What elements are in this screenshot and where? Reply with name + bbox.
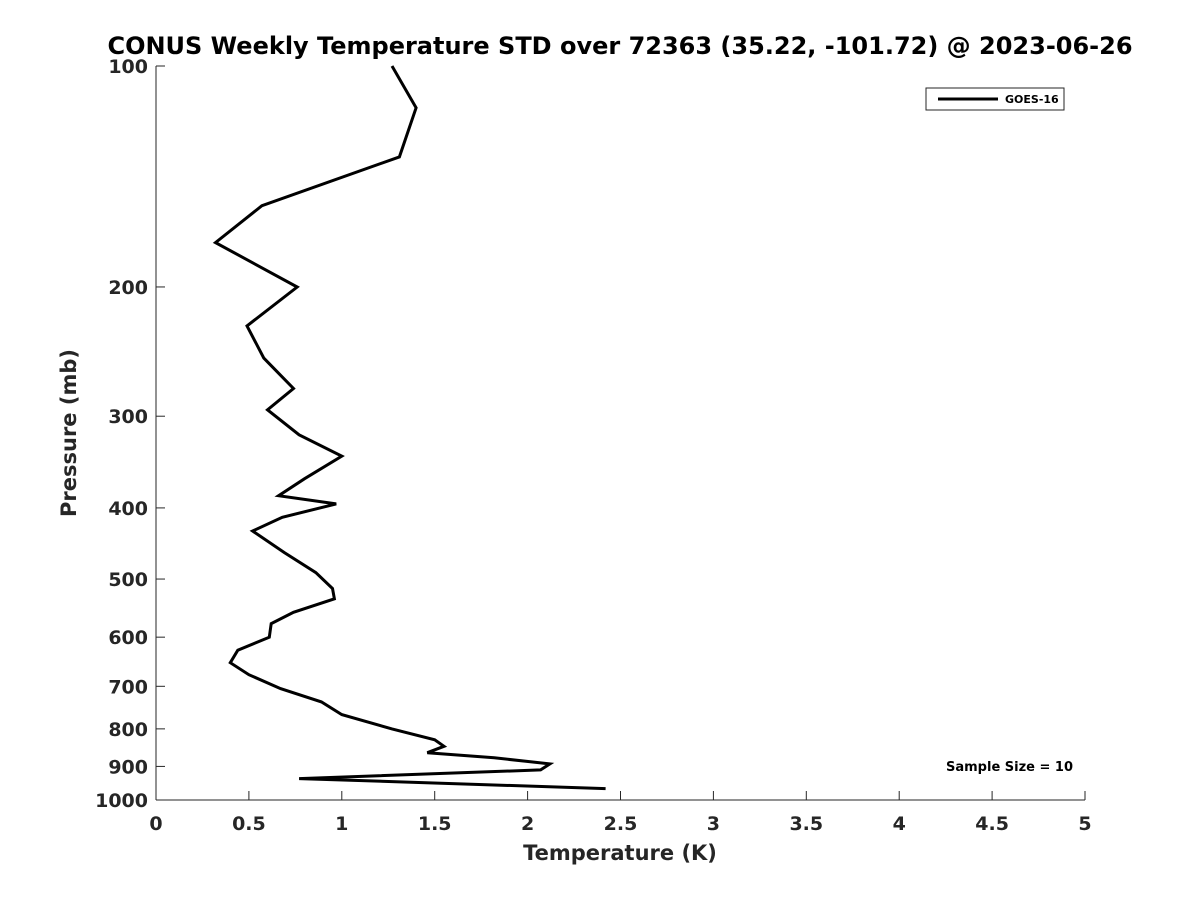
sample-size-annotation: Sample Size = 10	[946, 760, 1073, 775]
y-tick-label: 400	[108, 498, 148, 520]
y-tick-label: 200	[108, 277, 148, 299]
x-tick-label: 2.5	[604, 813, 638, 835]
x-tick-label: 5	[1078, 813, 1091, 835]
x-tick-label: 4.5	[975, 813, 1009, 835]
y-tick-label: 800	[108, 719, 148, 741]
y-tick-label: 600	[108, 627, 148, 649]
x-tick-label: 4	[893, 813, 906, 835]
legend-label-goes-16: GOES-16	[1005, 93, 1059, 106]
y-tick-label: 300	[108, 406, 148, 428]
x-axis-label: Temperature (K)	[523, 841, 717, 865]
y-tick-label: 900	[108, 756, 148, 778]
x-tick-label: 0.5	[232, 813, 266, 835]
y-ticks: 100 200 300 400 500 600 700 800 900 1000	[95, 56, 165, 812]
y-tick-label: 1000	[95, 790, 148, 812]
series-layer	[212, 65, 606, 791]
y-tick-label: 500	[108, 569, 148, 591]
x-tick-label: 3	[707, 813, 720, 835]
chart-title: CONUS Weekly Temperature STD over 72363 …	[107, 32, 1132, 60]
x-ticks: 0 0.5 1 1.5 2 2.5 3 3.5 4 4.5 5	[149, 791, 1092, 835]
x-tick-label: 1.5	[418, 813, 452, 835]
series-line-goes-16	[212, 65, 606, 791]
x-tick-label: 0	[149, 813, 162, 835]
y-axis-label: Pressure (mb)	[57, 349, 81, 517]
x-tick-label: 1	[335, 813, 348, 835]
y-tick-label: 700	[108, 676, 148, 698]
y-tick-label: 100	[108, 56, 148, 78]
plot-area: 0 0.5 1 1.5 2 2.5 3 3.5 4 4.5 5 100 200 300 400 500 600…	[95, 56, 1092, 835]
x-tick-label: 2	[521, 813, 534, 835]
legend: GOES-16	[925, 87, 1065, 111]
x-tick-label: 3.5	[789, 813, 823, 835]
